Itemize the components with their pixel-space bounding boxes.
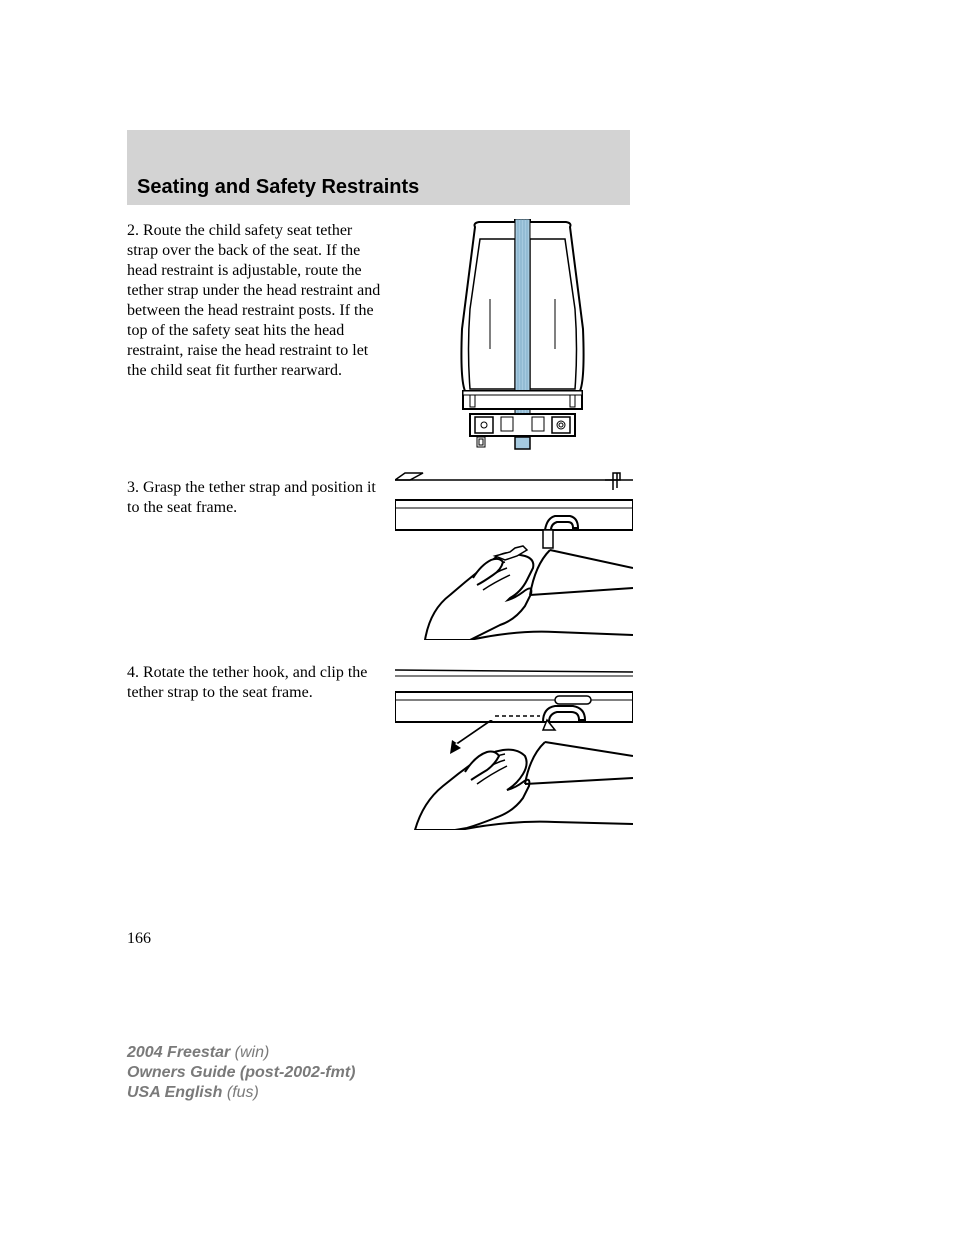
footer-line-2: Owners Guide (post-2002-fmt) <box>127 1063 355 1083</box>
footer-code-1: (win) <box>235 1044 270 1061</box>
step-4-text: 4. Rotate the tether hook, and clip the … <box>127 663 387 703</box>
footer-vehicle: 2004 Freestar <box>127 1044 230 1061</box>
footer-block: 2004 Freestar (win) Owners Guide (post-2… <box>127 1043 355 1103</box>
step-3-text: 3. Grasp the tether strap and position i… <box>127 478 382 518</box>
illustration-seat-back <box>415 219 630 455</box>
header-bar <box>127 130 630 170</box>
step-2-text: 2. Route the child safety seat tether st… <box>127 221 387 381</box>
footer-line-3: USA English (fus) <box>127 1083 355 1103</box>
section-title: Seating and Safety Restraints <box>137 176 419 199</box>
illustration-grasp-strap <box>395 470 633 640</box>
section-header: Seating and Safety Restraints <box>127 170 630 205</box>
footer-line-1: 2004 Freestar (win) <box>127 1043 355 1063</box>
footer-code-3: (fus) <box>227 1084 259 1101</box>
footer-lang: USA English <box>127 1084 222 1101</box>
illustration-clip-hook <box>395 664 633 830</box>
footer-guide: Owners Guide (post-2002-fmt) <box>127 1064 355 1081</box>
page-number: 166 <box>127 930 151 948</box>
